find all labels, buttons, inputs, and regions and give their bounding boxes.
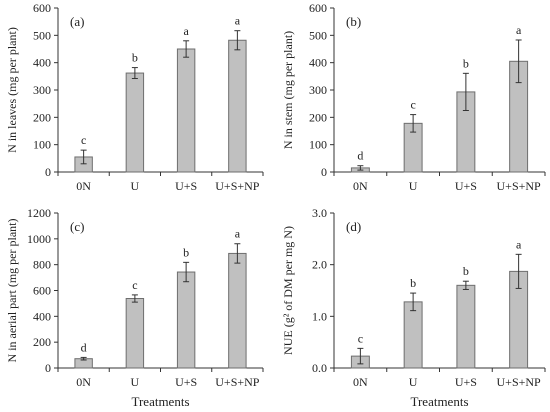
significance-letter: a xyxy=(235,14,241,28)
bar xyxy=(125,298,145,369)
x-tick-label: U+S+NP xyxy=(215,375,260,389)
significance-letter: b xyxy=(410,276,416,290)
bar xyxy=(228,39,247,173)
y-tick-label: 0 xyxy=(45,165,51,179)
x-tick-label: 0N xyxy=(353,179,368,193)
y-tick-label: 400 xyxy=(309,56,327,70)
x-tick-label: U+S xyxy=(455,179,477,193)
bar xyxy=(125,72,145,173)
y-tick-label: 100 xyxy=(309,138,327,152)
y-tick-label: 100 xyxy=(33,138,51,152)
significance-letter: c xyxy=(132,278,137,292)
panel-label: (d) xyxy=(346,219,361,234)
significance-letter: b xyxy=(132,51,138,65)
significance-letter: b xyxy=(463,264,469,278)
y-tick-label: 300 xyxy=(309,83,327,97)
x-tick-label: U xyxy=(409,179,418,193)
y-tick-label: 2.0 xyxy=(312,258,327,272)
y-axis-title: N in aerial part (mg per plant) xyxy=(5,219,19,363)
x-tick-label: U+S xyxy=(175,179,197,193)
y-tick-label: 400 xyxy=(33,309,51,323)
panel-label: (a) xyxy=(70,14,84,29)
x-tick-label: 0N xyxy=(76,375,91,389)
bar xyxy=(228,252,247,369)
x-tick-label: U xyxy=(409,375,418,389)
x-tick-label: U+S+NP xyxy=(215,179,260,193)
x-tick-label: U xyxy=(131,179,140,193)
x-tick-label: U+S+NP xyxy=(497,375,542,389)
y-tick-label: 1000 xyxy=(27,232,51,246)
bar xyxy=(176,271,196,369)
y-tick-label: 300 xyxy=(33,83,51,97)
significance-letter: b xyxy=(463,56,469,70)
y-tick-label: 600 xyxy=(33,284,51,298)
panel-label: (b) xyxy=(346,14,361,29)
x-tick-label: U+S+NP xyxy=(497,179,542,193)
bar xyxy=(176,48,196,173)
y-axis-title: NUE (g² of DM per mg N) xyxy=(281,226,295,355)
y-tick-label: 0.0 xyxy=(312,361,327,375)
x-tick-label: U+S xyxy=(175,375,197,389)
significance-letter: c xyxy=(410,98,415,112)
y-tick-label: 500 xyxy=(33,28,51,42)
x-tick-label: U+S xyxy=(455,375,477,389)
y-tick-label: 500 xyxy=(309,28,327,42)
y-tick-label: 0 xyxy=(321,165,327,179)
y-tick-label: 200 xyxy=(33,110,51,124)
significance-letter: b xyxy=(183,245,189,259)
chart-panel-c: 0 200 400 600 800 1000 1200 0N U U+S U+S+NP d c b a (c)… xyxy=(5,206,264,409)
panel-label: (c) xyxy=(70,219,84,234)
bar xyxy=(403,301,423,369)
y-tick-label: 600 xyxy=(309,1,327,15)
x-tick-label: 0N xyxy=(76,179,91,193)
x-tick-label: 0N xyxy=(353,375,368,389)
x-axis-title: Treatments xyxy=(410,394,468,409)
x-axis-title: Treatments xyxy=(131,394,189,409)
y-tick-label: 800 xyxy=(33,258,51,272)
significance-letter: c xyxy=(358,331,363,345)
y-tick-label: 0 xyxy=(45,361,51,375)
y-tick-label: 1.0 xyxy=(312,309,327,323)
y-axis-title: N in stem (mg per plant) xyxy=(281,31,295,149)
y-tick-label: 200 xyxy=(309,110,327,124)
significance-letter: a xyxy=(516,23,522,37)
y-tick-label: 400 xyxy=(33,56,51,70)
chart-panel-a: 0 100 200 300 400 500 600 0N U U+S U+S+NP c b a a (a) N … xyxy=(5,1,264,193)
x-tick-label: U xyxy=(131,375,140,389)
y-tick-label: 3.0 xyxy=(312,206,327,220)
significance-letter: a xyxy=(183,24,189,38)
y-tick-label: 600 xyxy=(33,1,51,15)
y-axis-title: N in leaves (mg per plant) xyxy=(5,27,19,153)
chart-panel-b: 0 100 200 300 400 500 600 0N U U+S U+S+NP d c b a (b) N … xyxy=(281,1,546,193)
significance-letter: d xyxy=(81,340,87,354)
y-tick-label: 200 xyxy=(33,335,51,349)
chart-panel-d: 0.0 1.0 2.0 3.0 0N U U+S U+S+NP c b b a (d) NUE (g² o… xyxy=(281,206,546,409)
significance-letter: c xyxy=(81,133,86,147)
significance-letter: a xyxy=(516,237,522,251)
significance-letter: d xyxy=(357,149,363,163)
bar xyxy=(456,284,476,369)
significance-letter: a xyxy=(235,227,241,241)
y-tick-label: 1200 xyxy=(27,206,51,220)
